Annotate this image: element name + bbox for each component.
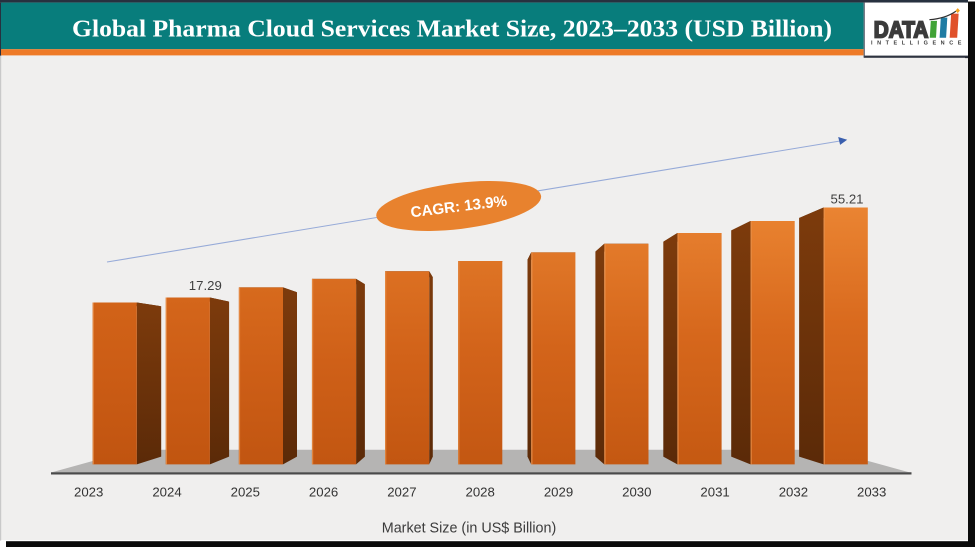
svg-text:55.21: 55.21 — [830, 192, 863, 207]
svg-text:2026: 2026 — [309, 485, 338, 500]
svg-text:2032: 2032 — [779, 485, 808, 500]
svg-text:2025: 2025 — [231, 485, 260, 500]
svg-text:DATA: DATA — [874, 17, 929, 43]
svg-text:INTELLIGENCE: INTELLIGENCE — [871, 41, 966, 47]
svg-text:2031: 2031 — [700, 485, 729, 500]
svg-text:2029: 2029 — [544, 485, 573, 500]
svg-text:17.29: 17.29 — [189, 278, 222, 293]
svg-text:2027: 2027 — [387, 485, 416, 500]
svg-text:2028: 2028 — [466, 485, 495, 500]
svg-text:Market Size (in US$ Billion): Market Size (in US$ Billion) — [382, 519, 557, 536]
svg-text:Global Pharma Cloud Services M: Global Pharma Cloud Services Market Size… — [72, 16, 832, 42]
svg-text:2033: 2033 — [857, 485, 886, 500]
svg-text:2023: 2023 — [74, 485, 103, 500]
svg-text:2024: 2024 — [152, 485, 181, 500]
svg-text:2030: 2030 — [622, 485, 651, 500]
